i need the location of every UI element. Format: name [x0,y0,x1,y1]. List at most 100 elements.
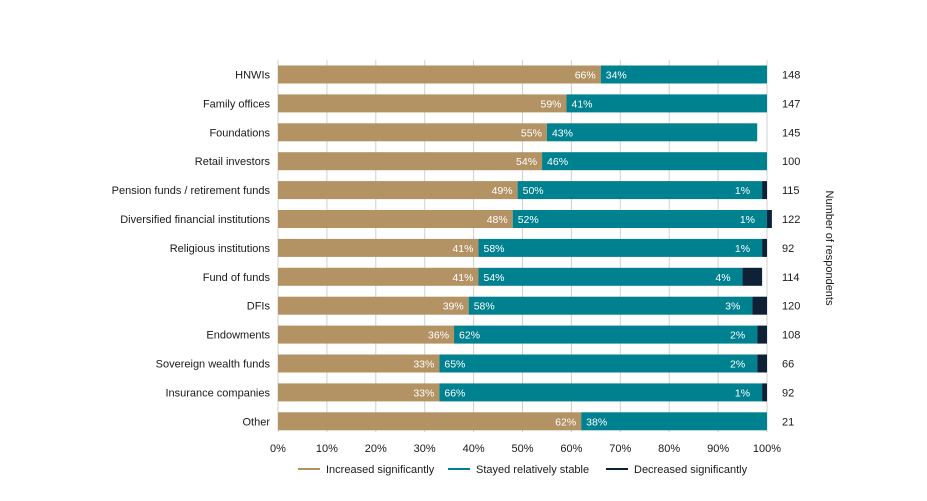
bar-segment [581,412,767,431]
bar-segment [278,325,455,344]
respondent-count: 115 [782,185,800,197]
respondent-counts: 148 147 145 100 115 122 92 114 120 108 66 92 21 [782,70,800,429]
bar-segment [278,412,582,431]
data-label: 46% [547,156,568,168]
bars: 66% 34% 59% 41% 55% 43% 54% 46% 49% 50% 1% 48% 52% 1%… [278,65,772,431]
x-tick-label: 70% [609,443,631,455]
data-label: 52% [518,214,539,226]
data-label: 62% [555,416,576,428]
bar-segment [278,383,440,402]
category-label: Fund of funds [203,272,271,284]
x-tick-label: 20% [365,443,387,455]
legend-label: Increased significantly [326,464,435,476]
respondent-count: 92 [782,387,794,399]
data-label: 38% [586,416,607,428]
data-label: 2% [730,330,745,342]
data-label: 41% [452,243,473,255]
data-label: 1% [735,243,750,255]
bar-segment [278,123,547,142]
bar-segment [439,383,763,402]
x-tick-label: 60% [560,443,582,455]
data-label: 34% [606,70,627,82]
respondent-count: 114 [782,272,800,284]
bar-segment [278,238,479,257]
legend: Increased significantly Stayed relatively… [298,464,748,476]
bar-segment [600,65,767,84]
bar-segment [278,152,543,171]
category-label: Diversified financial institutions [120,214,270,226]
data-label: 3% [725,301,740,313]
data-label: 33% [413,359,434,371]
category-label: Endowments [206,330,270,342]
data-label: 55% [521,127,542,139]
bar-segment [512,210,767,228]
respondents-axis-label: Number of respondents [823,191,835,306]
bar-segment [546,123,758,142]
data-label: 66% [444,387,465,399]
bar-segment [757,325,767,344]
x-tick-label: 90% [707,443,729,455]
respondent-count: 21 [782,416,794,428]
data-label: 54% [516,156,537,168]
data-label: 41% [452,272,473,284]
bar-segment [762,238,767,257]
bar-segment [767,210,772,228]
category-label: Family offices [203,98,271,110]
bar-segment [478,267,743,286]
bar-segment [478,238,763,257]
bar-segment [454,325,758,344]
data-label: 58% [483,243,504,255]
category-label: HNWIs [235,70,270,82]
bar-segment [278,181,518,200]
bar-segment [468,296,753,315]
data-label: 39% [443,301,464,313]
data-label: 54% [483,272,504,284]
respondent-count: 145 [782,127,800,139]
respondent-count: 92 [782,243,794,255]
data-label: 33% [413,387,434,399]
respondent-count: 122 [782,214,800,226]
bar-segment [439,354,758,373]
x-tick-label: 0% [270,443,286,455]
data-label: 2% [730,359,745,371]
bar-segment [752,296,767,315]
data-label: 66% [575,70,596,82]
bar-segment [278,267,479,286]
category-label: Pension funds / retirement funds [112,185,271,197]
respondent-count: 147 [782,98,800,110]
category-label: DFIs [247,301,271,313]
bar-segment [762,383,767,402]
data-label: 1% [740,214,755,226]
category-label: Foundations [209,127,270,139]
respondent-count: 100 [782,156,800,168]
data-label: 41% [572,98,593,110]
category-label: Retail investors [195,156,271,168]
data-label: 49% [492,185,513,197]
x-axis-ticks: 0% 10% 20% 30% 40% 50% 60% 70% 80% 90% 100% [270,443,781,455]
bar-segment [757,354,767,373]
data-label: 36% [428,330,449,342]
data-label: 58% [474,301,495,313]
bar-segment [517,181,763,200]
x-tick-label: 30% [414,443,436,455]
bar-segment [278,354,440,373]
x-tick-label: 10% [316,443,338,455]
data-label: 43% [552,127,573,139]
data-label: 65% [444,359,465,371]
data-label: 48% [487,214,508,226]
category-label: Insurance companies [165,387,270,399]
bar-segment [278,65,601,84]
x-tick-label: 100% [753,443,781,455]
bar-segment [542,152,767,171]
bar-segment [742,267,763,286]
data-label: 4% [715,272,730,284]
legend-label: Stayed relatively stable [476,464,589,476]
bar-segment [566,94,767,113]
legend-label: Decreased significantly [634,464,748,476]
bar-segment [278,296,469,315]
data-label: 59% [540,98,561,110]
category-label: Religious institutions [170,243,271,255]
respondent-count: 148 [782,70,800,82]
category-label: Other [242,416,270,428]
